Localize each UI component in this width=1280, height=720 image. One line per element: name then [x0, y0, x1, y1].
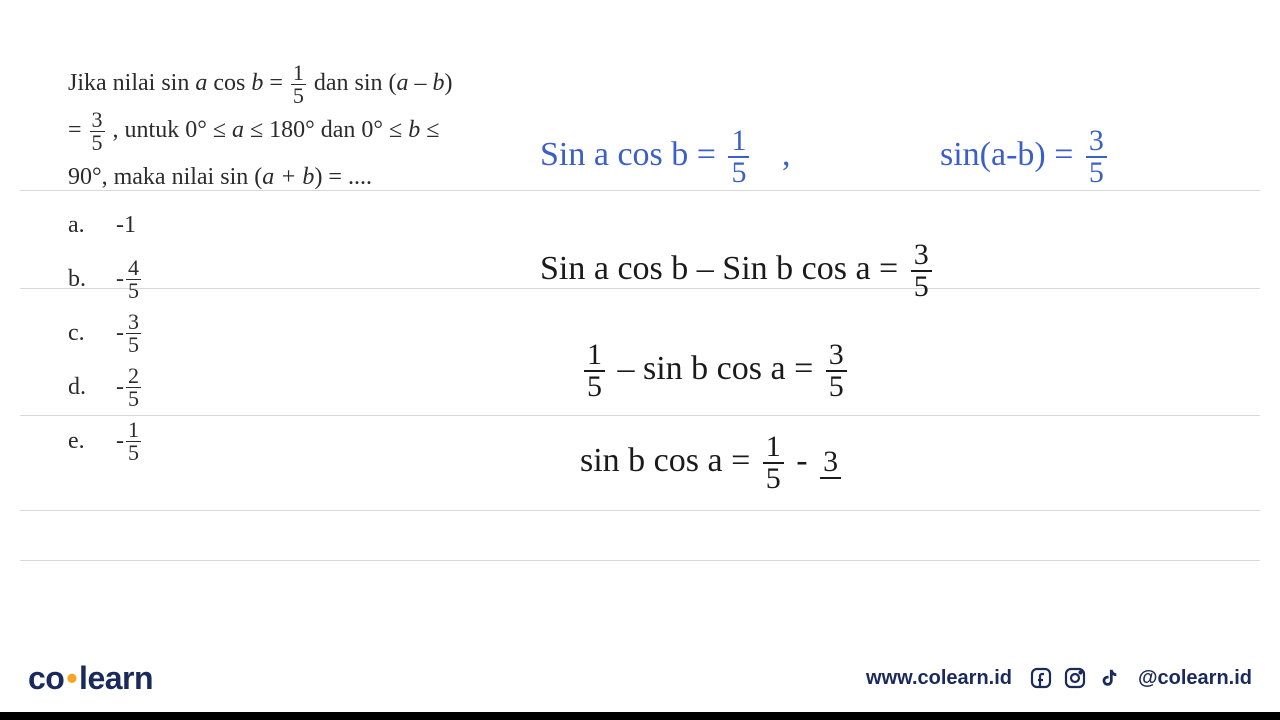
footer: co • learn www.colearn.id @colearn.id	[0, 648, 1280, 708]
fraction: 25	[126, 365, 141, 410]
hw-text: sin(a-b) =	[940, 136, 1082, 173]
fraction: 45	[126, 257, 141, 302]
option-value: -1	[116, 212, 136, 239]
option-letter: c.	[68, 320, 116, 347]
social-icons	[1028, 665, 1122, 691]
q-var-a: a	[195, 70, 207, 96]
fraction: 35	[1086, 126, 1107, 188]
hw-sep: ,	[782, 136, 791, 173]
handwriting-given-1: Sin a cos b = 15 ,	[540, 126, 810, 188]
instagram-icon	[1062, 665, 1088, 691]
q-text: cos	[207, 70, 251, 96]
q-text: ≤	[420, 117, 439, 143]
logo-co: co	[28, 660, 64, 697]
hw-text: -	[796, 442, 816, 479]
fraction: 35	[126, 311, 141, 356]
option-d: d. - 25	[68, 360, 143, 414]
fraction: 3	[820, 447, 841, 479]
q-var-apb: a + b	[262, 164, 314, 190]
footer-right: www.colearn.id @colearn.id	[866, 665, 1252, 691]
answer-options: a. -1 b. - 45 c. - 35 d. - 25 e. - 15	[68, 198, 143, 468]
option-a: a. -1	[68, 198, 143, 252]
hw-text: – sin b cos a =	[618, 350, 822, 387]
option-letter: e.	[68, 428, 116, 455]
q-text: =	[263, 70, 289, 96]
footer-handle: @colearn.id	[1138, 667, 1252, 690]
neg-sign: -	[116, 266, 124, 293]
bottom-divider	[0, 712, 1280, 720]
option-letter: a.	[68, 212, 116, 239]
footer-url: www.colearn.id	[866, 667, 1012, 690]
hw-text: s	[650, 250, 663, 287]
fraction: 15	[728, 126, 749, 188]
question-text: Jika nilai sin a cos b = 15 dan sin (a –…	[68, 62, 508, 200]
handwriting-step-1: Sin a cos b – Sin b cos a = 35	[540, 240, 936, 302]
fraction: 35	[90, 109, 105, 154]
q-text: )	[445, 70, 453, 96]
fraction: 15	[291, 62, 306, 107]
q-var-amb: a – b	[397, 70, 445, 96]
q-text: Jika nilai sin	[68, 70, 195, 96]
fraction: 35	[826, 340, 847, 402]
neg-sign: -	[116, 374, 124, 401]
q-text: dan sin (	[314, 70, 397, 96]
hw-text: Sin a cos b =	[540, 136, 724, 173]
tiktok-icon	[1096, 665, 1122, 691]
neg-sign: -	[116, 428, 124, 455]
fraction: 15	[763, 432, 784, 494]
neg-sign: -	[116, 320, 124, 347]
option-c: c. - 35	[68, 306, 143, 360]
fraction: 35	[911, 240, 932, 302]
handwriting-step-3: sin b cos a = 15 - 3	[580, 432, 845, 494]
option-e: e. - 15	[68, 414, 143, 468]
q-text: ) = ....	[314, 164, 372, 190]
fraction: 15	[584, 340, 605, 402]
q-text: ≤ 180° dan 0° ≤	[244, 117, 408, 143]
q-var-b: b	[251, 70, 263, 96]
logo-learn: learn	[79, 660, 153, 697]
handwriting-given-2: sin(a-b) = 35	[940, 126, 1111, 188]
option-letter: d.	[68, 374, 116, 401]
fraction: 15	[126, 419, 141, 464]
handwriting-step-2: 15 – sin b cos a = 35	[580, 340, 851, 402]
q-var-a: a	[232, 117, 244, 143]
facebook-icon	[1028, 665, 1054, 691]
hw-text: b – Sin b cos a =	[663, 250, 907, 287]
q-text: =	[68, 117, 88, 143]
option-b: b. - 45	[68, 252, 143, 306]
hw-text: Sin a co	[540, 250, 650, 287]
brand-logo: co • learn	[28, 660, 153, 697]
q-var-b: b	[408, 117, 420, 143]
q-text: , untuk 0° ≤	[113, 117, 232, 143]
hw-text: sin b cos a =	[580, 442, 759, 479]
option-letter: b.	[68, 266, 116, 293]
q-text: 90°, maka nilai sin (	[68, 164, 262, 190]
logo-dot-icon: •	[66, 660, 77, 697]
